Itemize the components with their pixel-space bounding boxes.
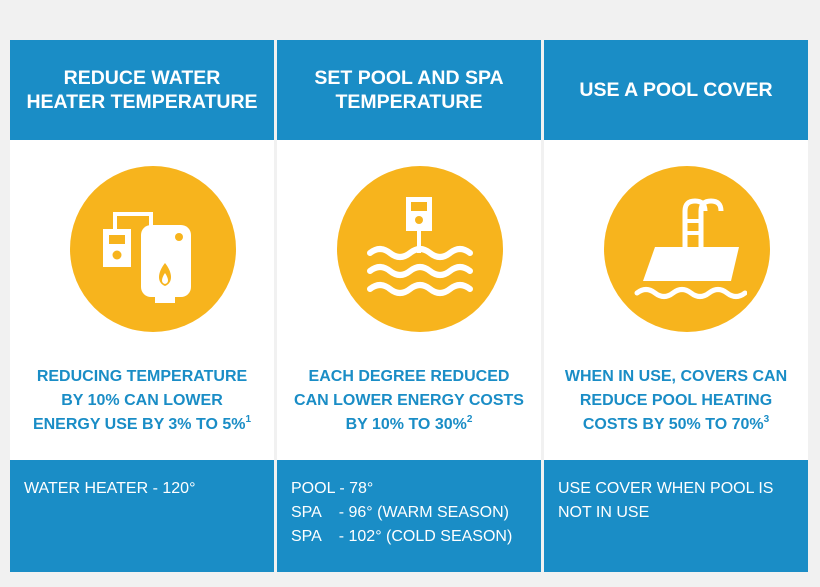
- icon-tile: [65, 164, 241, 334]
- description-line: ENERGY USE BY 3% TO 5%1: [10, 413, 274, 437]
- description-line: EACH DEGREE REDUCED: [308, 368, 510, 385]
- footer-line: POOL - 78°: [291, 480, 374, 497]
- column-description: REDUCING TEMPERATURE BY 10% CAN LOWER EN…: [10, 365, 274, 437]
- footnote-marker: 1: [245, 414, 252, 425]
- description-line: REDUCING TEMPERATURE: [36, 368, 248, 385]
- footer-line: NOT IN USE: [558, 504, 650, 521]
- tips-grid: REDUCE WATER HEATER TEMPERATURE: [10, 40, 808, 572]
- description-text: ENERGY USE BY 3% TO 5%: [32, 416, 246, 433]
- column-description: WHEN IN USE, COVERS CAN REDUCE POOL HEAT…: [544, 365, 808, 437]
- column-footer: POOL - 78° SPA - 96° (WARM SEASON) SPA -…: [277, 460, 541, 572]
- column-heading: SET POOL AND SPA TEMPERATURE: [277, 40, 541, 140]
- pool-cover-icon: [604, 166, 770, 332]
- column-body: REDUCING TEMPERATURE BY 10% CAN LOWER EN…: [10, 140, 274, 460]
- column-heading: REDUCE WATER HEATER TEMPERATURE: [10, 40, 274, 140]
- tip-column-water-heater: REDUCE WATER HEATER TEMPERATURE: [10, 40, 274, 572]
- description-line: BY 10% CAN LOWER: [61, 392, 223, 409]
- description-line: BY 10% TO 30%2: [277, 413, 541, 437]
- footer-line: SPA - 102° (COLD SEASON): [291, 528, 513, 545]
- tip-column-pool-spa: SET POOL AND SPA TEMPERATURE EACH D: [277, 40, 541, 572]
- column-body: WHEN IN USE, COVERS CAN REDUCE POOL HEAT…: [544, 140, 808, 460]
- footnote-marker: 2: [466, 414, 473, 425]
- description-line: CAN LOWER ENERGY COSTS: [294, 392, 524, 409]
- column-description: EACH DEGREE REDUCED CAN LOWER ENERGY COS…: [277, 365, 541, 437]
- footer-line: SPA - 96° (WARM SEASON): [291, 504, 509, 521]
- column-footer: USE COVER WHEN POOL IS NOT IN USE: [544, 460, 808, 572]
- water-heater-icon: [70, 166, 236, 332]
- column-heading: USE A POOL COVER: [544, 40, 808, 140]
- icon-tile: [332, 164, 508, 334]
- tip-column-pool-cover: USE A POOL COVER: [544, 40, 808, 572]
- footer-line: USE COVER WHEN POOL IS: [558, 480, 774, 497]
- column-body: EACH DEGREE REDUCED CAN LOWER ENERGY COS…: [277, 140, 541, 460]
- footnote-marker: 3: [763, 414, 770, 425]
- icon-tile: [599, 164, 775, 334]
- description-line: REDUCE POOL HEATING: [579, 392, 773, 409]
- description-line: WHEN IN USE, COVERS CAN: [564, 368, 788, 385]
- description-text: COSTS BY 50% TO 70%: [582, 416, 764, 433]
- pool-thermostat-icon: [337, 166, 503, 332]
- column-footer: WATER HEATER - 120°: [10, 460, 274, 572]
- footer-line: WATER HEATER - 120°: [24, 480, 196, 497]
- description-line: COSTS BY 50% TO 70%3: [544, 413, 808, 437]
- description-text: BY 10% TO 30%: [345, 416, 467, 433]
